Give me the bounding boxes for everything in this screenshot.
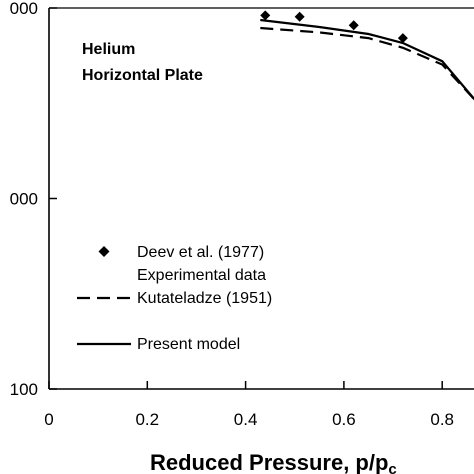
legend-marker-deev xyxy=(98,246,110,257)
data-point-deev-2 xyxy=(348,20,359,31)
x-axis-label-subscript: c xyxy=(388,461,396,474)
x-tick-label-1: 0.2 xyxy=(135,410,159,429)
x-tick-label-4: 0.8 xyxy=(430,410,454,429)
legend-label-kutateladze: Kutateladze (1951) xyxy=(137,290,272,307)
data-point-deev-0 xyxy=(260,10,271,21)
y-tick-label-1: 000 xyxy=(10,190,38,209)
y-tick-label-0: 100 xyxy=(10,380,38,399)
x-tick-label-2: 0.4 xyxy=(234,410,258,429)
annotation-group: Helium Horizontal Plate xyxy=(82,41,203,84)
annotation-geometry: Horizontal Plate xyxy=(82,67,203,84)
legend: Deev et al. (1977) Experimental data Kut… xyxy=(77,244,272,353)
series-lines xyxy=(260,18,474,101)
x-axis-label-main: Reduced Pressure, p/p xyxy=(150,450,388,474)
x-axis-label: Reduced Pressure, p/pc xyxy=(150,450,397,474)
x-tick-label-0: 0 xyxy=(44,410,53,429)
legend-label-deev-line2: Experimental data xyxy=(137,267,266,284)
legend-label-deev-line1: Deev et al. (1977) xyxy=(137,244,264,261)
legend-label-present: Present model xyxy=(137,336,240,353)
x-tick-group: 0 0.2 0.4 0.6 0.8 xyxy=(44,381,454,429)
x-tick-label-3: 0.6 xyxy=(332,410,356,429)
data-point-deev-3 xyxy=(397,33,408,44)
y-tick-label-2: 000 xyxy=(10,0,38,18)
axes xyxy=(48,7,474,390)
series-points xyxy=(260,10,408,44)
y-tick-group: 100 000 000 xyxy=(10,0,57,399)
series-line-kutateladze xyxy=(260,26,474,101)
annotation-fluid: Helium xyxy=(82,41,135,58)
data-point-deev-1 xyxy=(294,11,305,22)
